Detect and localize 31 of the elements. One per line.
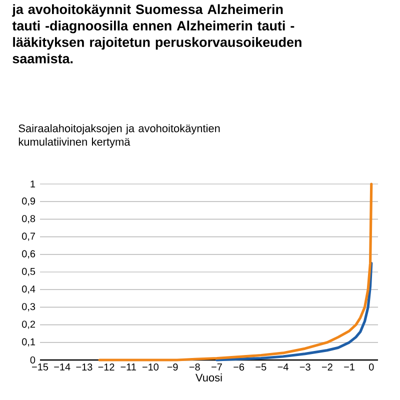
chart-title: ja avohoitokäynnit Suomessa Alzheimerin tauti -diagnoosilla ennen Alzheimerin tauti -lääkityksen rajoitetun peruskorvausoikeuden saamista. xyxy=(12,4,302,64)
x-tick-label: −6 xyxy=(234,364,244,371)
y-tick-label: 0,6 xyxy=(22,250,36,259)
line-series xyxy=(215,262,373,362)
y-tick-label: 0,8 xyxy=(22,215,36,224)
y-tick-label: 1 xyxy=(30,180,36,188)
y-tick-label: 0 xyxy=(30,356,36,364)
x-tick-label: −9 xyxy=(167,364,178,371)
x-tick-label: −10 xyxy=(142,364,159,371)
x-tick-label: −14 xyxy=(54,364,70,370)
y-tick-label: 0,9 xyxy=(22,197,36,206)
x-tick-label: −15 xyxy=(32,364,48,370)
y-tick-label: 0,3 xyxy=(22,303,36,312)
x-tick-label: −8 xyxy=(189,364,200,371)
x-tick-label: −2 xyxy=(322,364,332,370)
y-tick-label: 0,5 xyxy=(22,268,36,276)
x-axis-title: Vuosi xyxy=(196,373,222,382)
x-tick-label: −3 xyxy=(300,364,310,371)
chart-subtitle: Sairaalahoitojaksojen ja avohoitokäyntien kumulatiivinen kertymä xyxy=(18,124,220,148)
x-tick-label: −4 xyxy=(278,364,288,370)
x-tick-label: −1 xyxy=(344,364,354,370)
x-tick-label: 0 xyxy=(368,364,374,371)
y-tick-label: 0,7 xyxy=(22,232,35,241)
x-tick-label: −12 xyxy=(98,364,114,370)
x-tick-label: −7 xyxy=(212,364,222,370)
x-tick-label: −5 xyxy=(256,364,266,370)
y-tick-label: 0,4 xyxy=(22,285,36,294)
y-tick-label: 0,1 xyxy=(22,338,36,347)
y-tick-label: 0,2 xyxy=(22,320,35,329)
x-tick-label: −11 xyxy=(120,364,136,370)
x-tick-label: −13 xyxy=(76,364,92,371)
